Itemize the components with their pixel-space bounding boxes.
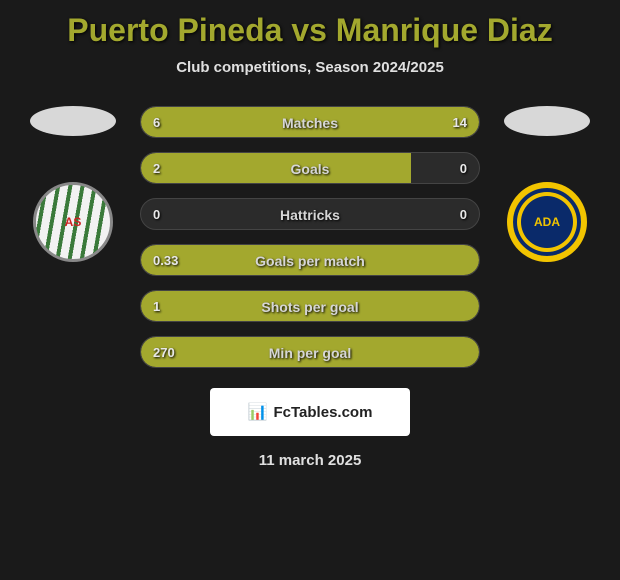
- stat-value-right: 0: [460, 153, 467, 184]
- player-left-photo: [30, 106, 116, 136]
- club-badge-right: ADA: [507, 182, 587, 262]
- stat-row: 0Hattricks0: [140, 198, 480, 230]
- page-title: Puerto Pineda vs Manrique Diaz: [0, 0, 620, 49]
- stat-row: 6Matches14: [140, 106, 480, 138]
- stat-row: 1Shots per goal: [140, 290, 480, 322]
- subtitle: Club competitions, Season 2024/2025: [0, 59, 620, 76]
- stat-label: Goals per match: [141, 245, 479, 276]
- stat-label: Matches: [141, 107, 479, 138]
- club-initials-right: ADA: [534, 215, 560, 229]
- player-right-photo: [504, 106, 590, 136]
- stat-value-right: 0: [460, 199, 467, 230]
- chart-icon: 📊: [248, 402, 268, 422]
- club-badge-left: AS: [33, 182, 113, 262]
- stat-label: Goals: [141, 153, 479, 184]
- date-label: 11 march 2025: [0, 452, 620, 469]
- club-initials-left: AS: [65, 215, 82, 229]
- right-side: ADA: [492, 106, 602, 262]
- left-side: AS: [18, 106, 128, 262]
- stat-row: 270Min per goal: [140, 336, 480, 368]
- stat-bars: 6Matches142Goals00Hattricks00.33Goals pe…: [140, 106, 480, 368]
- stat-value-right: 14: [453, 107, 467, 138]
- brand-text: FcTables.com: [274, 404, 373, 421]
- stat-row: 0.33Goals per match: [140, 244, 480, 276]
- comparison-wrap: AS 6Matches142Goals00Hattricks00.33Goals…: [0, 106, 620, 368]
- stat-label: Min per goal: [141, 337, 479, 368]
- stat-row: 2Goals0: [140, 152, 480, 184]
- brand-badge: 📊 FcTables.com: [210, 388, 410, 436]
- stat-label: Shots per goal: [141, 291, 479, 322]
- stat-label: Hattricks: [141, 199, 479, 230]
